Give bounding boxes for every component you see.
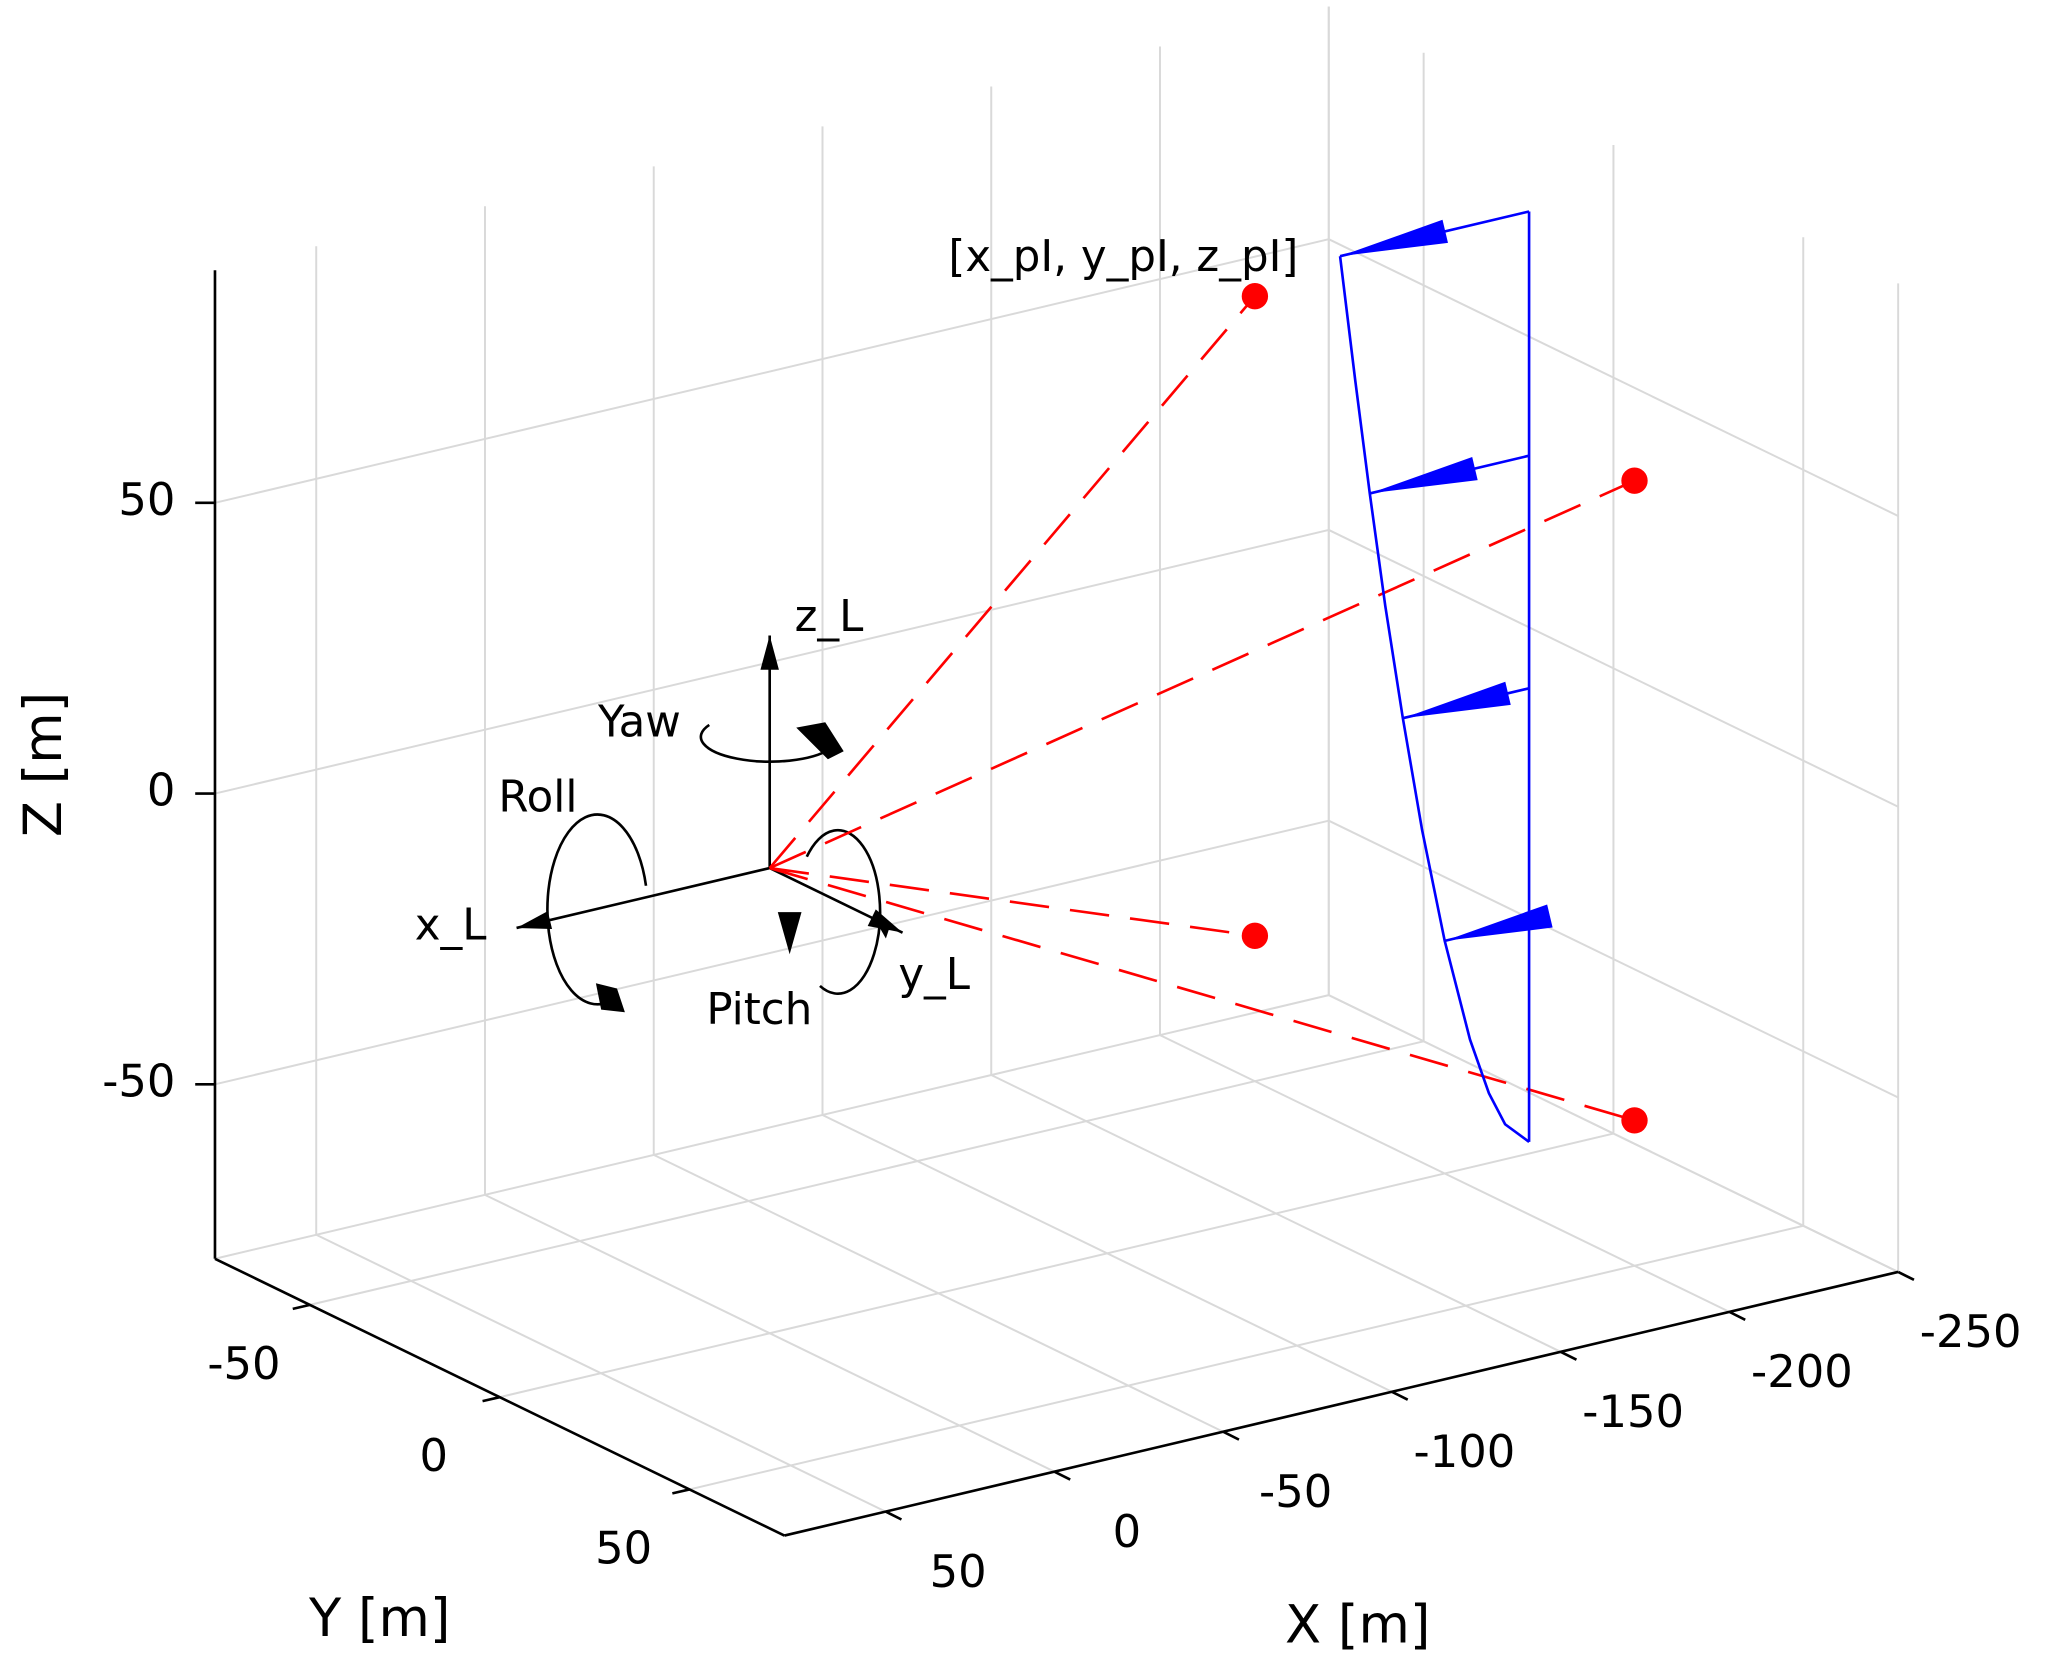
roll-head [595, 983, 625, 1013]
point [1241, 283, 1269, 310]
point [1241, 922, 1269, 950]
wind-arrow-head [1369, 456, 1478, 494]
roll-arc [546, 813, 648, 1006]
grid [214, 6, 1900, 1513]
x-axis-label: X [m] [1285, 1594, 1430, 1655]
yaw-label: Yaw [597, 697, 681, 747]
wind-arrow-head [1444, 904, 1553, 941]
z-tick-label: 50 [118, 473, 175, 526]
pitch-head [777, 912, 802, 955]
sight-line [769, 866, 1635, 1122]
grid-line [214, 238, 1329, 504]
point [1621, 467, 1648, 494]
sight-line [769, 866, 1256, 938]
y-axis-label: Y [m] [308, 1588, 450, 1649]
x-axis [784, 1270, 1899, 1537]
sight-line [769, 479, 1636, 870]
pitch-label: Pitch [706, 985, 812, 1035]
x-tick [1391, 1390, 1409, 1401]
x-tick [1053, 1470, 1071, 1481]
yaw-head [796, 722, 844, 760]
x-tick [1897, 1270, 1915, 1282]
frame-x-label: x_L [415, 900, 487, 950]
x-tick [1728, 1310, 1746, 1321]
y-tick [292, 1303, 311, 1311]
rotation-arrows [546, 723, 882, 1006]
sight-line [768, 295, 1256, 869]
y-tick [482, 1395, 500, 1403]
frame-z-label: z_L [795, 592, 864, 642]
frame-x-axis [516, 866, 770, 930]
x-tick-label: -200 [1751, 1345, 1853, 1398]
wind-arrow-head [1402, 681, 1511, 719]
x-tick-label: -250 [1920, 1305, 2022, 1358]
frame-z-axis-head [760, 635, 779, 670]
grid-line [499, 1132, 1614, 1399]
profile-curve [1338, 256, 1530, 1143]
point-label: [x_pI, y_pI, z_pI] [948, 232, 1298, 282]
grid-line [1328, 819, 1899, 1099]
x-tick-label: -150 [1582, 1385, 1684, 1438]
y-tick-label: -50 [207, 1337, 280, 1390]
grid-line [689, 1224, 1804, 1491]
x-tick [1560, 1350, 1578, 1361]
z-tick-label: -50 [102, 1054, 175, 1107]
z-axis-label: Z [m] [13, 692, 74, 837]
yaw-arc [699, 723, 832, 763]
grid-line [309, 1040, 1424, 1306]
y-tick-label: 0 [420, 1429, 449, 1482]
point [1621, 1107, 1648, 1134]
x-tick-label: -50 [1259, 1465, 1332, 1518]
box-edge [214, 994, 1329, 1260]
grid-line [1328, 529, 1899, 808]
roll-label: Roll [498, 773, 577, 823]
x-tick [1222, 1430, 1240, 1441]
wind-arrow-head [1340, 219, 1448, 257]
grid-line [1328, 238, 1899, 517]
z-tick-label: 0 [147, 764, 176, 817]
pitch-arc [805, 828, 882, 995]
grid-line [214, 819, 1329, 1086]
x-tick [885, 1510, 903, 1521]
frame-x-axis-head [516, 911, 553, 930]
x-tick-label: 0 [1113, 1505, 1142, 1558]
rotation-heads [595, 722, 892, 1013]
y-tick [672, 1488, 690, 1495]
x-tick-label: 50 [930, 1545, 987, 1598]
y-tick-label: 50 [595, 1521, 652, 1574]
frame-y-label: y_L [898, 950, 970, 1000]
x-tick-label: -100 [1414, 1425, 1516, 1478]
frame-y-axis-head [867, 909, 903, 933]
